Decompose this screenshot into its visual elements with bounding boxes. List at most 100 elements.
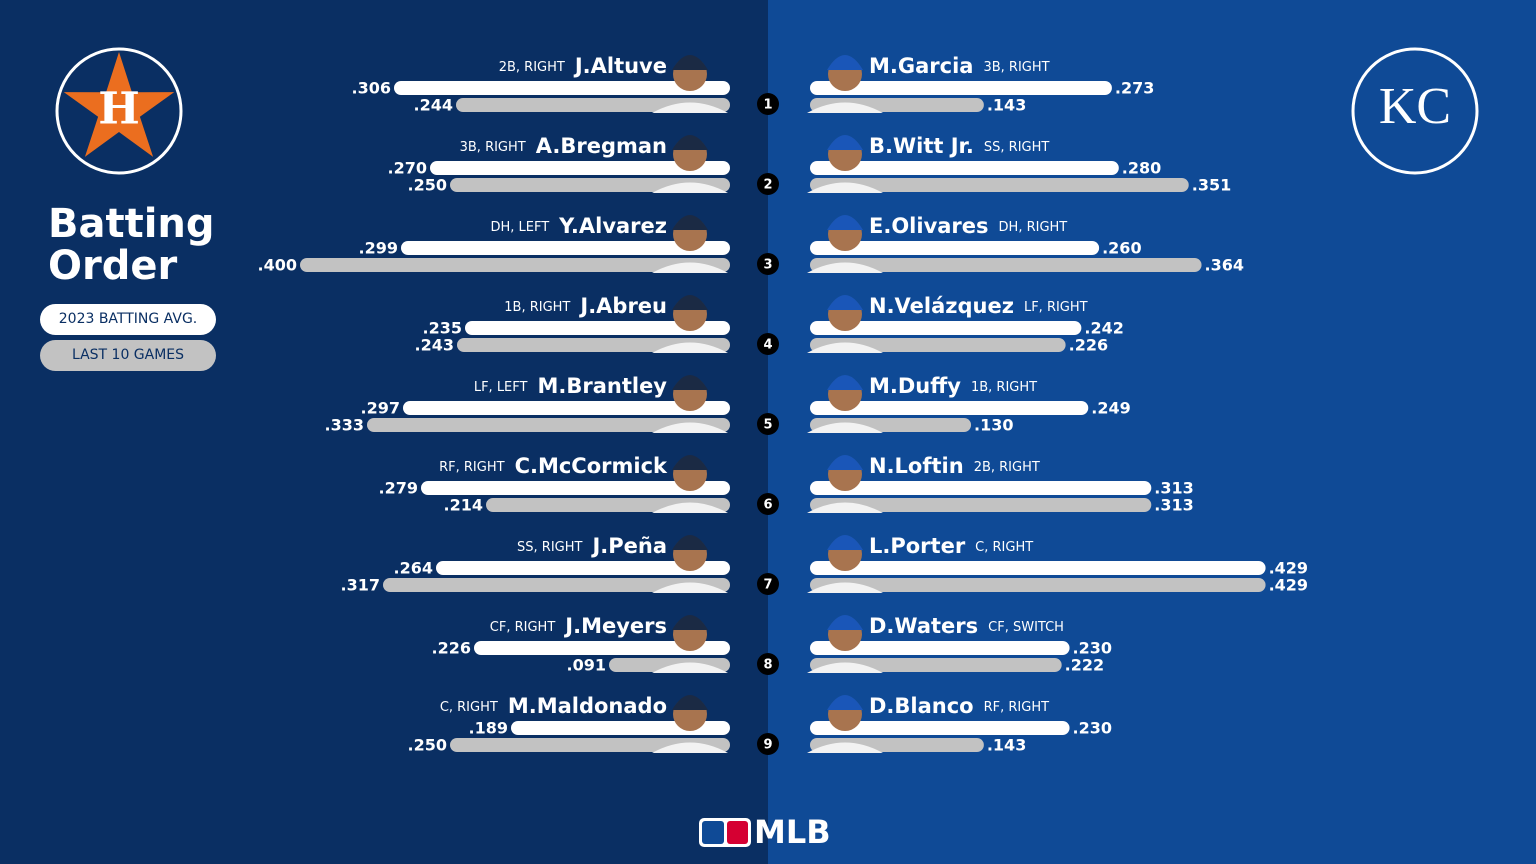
jersey bbox=[652, 582, 728, 593]
player-photo bbox=[652, 535, 728, 593]
cap bbox=[827, 615, 863, 630]
cap bbox=[827, 535, 863, 550]
jersey bbox=[807, 582, 883, 593]
order-badge bbox=[757, 573, 779, 595]
jersey bbox=[807, 502, 883, 513]
player-name: J.Meyers bbox=[563, 614, 667, 638]
player-info: SS, RIGHT bbox=[984, 140, 1049, 155]
order-number: 2 bbox=[763, 178, 772, 193]
cap bbox=[827, 455, 863, 470]
footer-text: MLB bbox=[754, 813, 831, 851]
value-label: .230 bbox=[1073, 639, 1112, 658]
order-number: 5 bbox=[763, 418, 772, 433]
value-label: .250 bbox=[408, 736, 447, 755]
player-info: LF, LEFT bbox=[474, 380, 528, 395]
value-label: .189 bbox=[469, 719, 508, 738]
player-label: B.Witt Jr. SS, RIGHT bbox=[869, 134, 1049, 158]
player-label: 2B, RIGHT J.Altuve bbox=[499, 54, 667, 78]
value-label: .091 bbox=[567, 656, 606, 675]
player-label: SS, RIGHT J.Peña bbox=[517, 534, 667, 558]
value-label: .242 bbox=[1084, 319, 1123, 338]
player-info: CF, RIGHT bbox=[490, 620, 556, 635]
order-number: 1 bbox=[763, 98, 772, 113]
jersey bbox=[652, 102, 728, 113]
player-name: E.Olivares bbox=[869, 214, 989, 238]
player-name: Y.Alvarez bbox=[558, 214, 667, 238]
player-info: CF, SWITCH bbox=[988, 620, 1064, 635]
bar bbox=[401, 241, 730, 255]
value-label: .297 bbox=[361, 399, 400, 418]
bar bbox=[810, 578, 1266, 592]
order-badge bbox=[757, 333, 779, 355]
player-name: L.Porter bbox=[869, 534, 966, 558]
bar bbox=[421, 481, 730, 495]
cap bbox=[827, 695, 863, 710]
player-photo bbox=[652, 695, 728, 753]
cap bbox=[827, 375, 863, 390]
player-photo bbox=[807, 55, 883, 113]
player-photo bbox=[652, 375, 728, 433]
player-name: J.Peña bbox=[590, 534, 667, 558]
player-info: 2B, RIGHT bbox=[974, 460, 1040, 475]
player-info: 1B, RIGHT bbox=[504, 300, 570, 315]
cap bbox=[672, 55, 708, 70]
player-name: M.Garcia bbox=[869, 54, 973, 78]
bar bbox=[403, 401, 730, 415]
value-label: .299 bbox=[359, 239, 398, 258]
legend-item: LAST 10 GAMES bbox=[40, 340, 216, 371]
value-label: .280 bbox=[1122, 159, 1161, 178]
bar bbox=[810, 641, 1070, 655]
player-name: C.McCormick bbox=[515, 454, 668, 478]
value-label: .222 bbox=[1065, 656, 1104, 675]
value-label: .260 bbox=[1102, 239, 1141, 258]
chart-title: Batting Order bbox=[48, 201, 215, 289]
player-name: B.Witt Jr. bbox=[869, 134, 974, 158]
cap bbox=[827, 135, 863, 150]
value-label: .364 bbox=[1205, 256, 1244, 275]
player-photo bbox=[807, 295, 883, 353]
player-name: A.Bregman bbox=[536, 134, 667, 158]
cap bbox=[672, 215, 708, 230]
bar bbox=[810, 241, 1100, 255]
value-label: .400 bbox=[258, 256, 297, 275]
value-label: .235 bbox=[423, 319, 462, 338]
cap bbox=[672, 615, 708, 630]
player-info: DH, LEFT bbox=[490, 220, 549, 235]
player-label: E.Olivares DH, RIGHT bbox=[869, 214, 1067, 238]
jersey bbox=[807, 422, 883, 433]
bar bbox=[810, 401, 1089, 415]
value-label: .429 bbox=[1269, 559, 1308, 578]
legend-item: 2023 BATTING AVG. bbox=[40, 304, 216, 335]
player-label: CF, RIGHT J.Meyers bbox=[490, 614, 667, 638]
player-name: D.Waters bbox=[869, 614, 978, 638]
player-info: SS, RIGHT bbox=[517, 540, 582, 555]
player-photo bbox=[807, 375, 883, 433]
bar bbox=[300, 258, 730, 272]
player-label: 1B, RIGHT J.Abreu bbox=[504, 294, 667, 318]
value-label: .306 bbox=[352, 79, 391, 98]
cap bbox=[672, 535, 708, 550]
player-name: J.Altuve bbox=[573, 54, 667, 78]
footer: MLB bbox=[699, 813, 831, 851]
player-photo bbox=[807, 615, 883, 673]
cap bbox=[672, 455, 708, 470]
astros-logo: H bbox=[55, 47, 183, 175]
value-label: .143 bbox=[987, 736, 1026, 755]
value-label: .313 bbox=[1154, 479, 1193, 498]
value-label: .429 bbox=[1269, 576, 1308, 595]
bar bbox=[367, 418, 730, 432]
player-info: C, RIGHT bbox=[440, 700, 498, 715]
order-badge bbox=[757, 733, 779, 755]
bar bbox=[394, 81, 730, 95]
cap bbox=[672, 695, 708, 710]
player-info: DH, RIGHT bbox=[999, 220, 1068, 235]
bar bbox=[810, 498, 1152, 512]
value-label: .250 bbox=[408, 176, 447, 195]
royals-logo: KC bbox=[1351, 47, 1479, 175]
player-label: N.Velázquez LF, RIGHT bbox=[869, 294, 1088, 318]
value-label: .214 bbox=[444, 496, 483, 515]
player-photo bbox=[652, 615, 728, 673]
player-info: RF, RIGHT bbox=[439, 460, 504, 475]
player-label: 3B, RIGHT A.Bregman bbox=[460, 134, 667, 158]
